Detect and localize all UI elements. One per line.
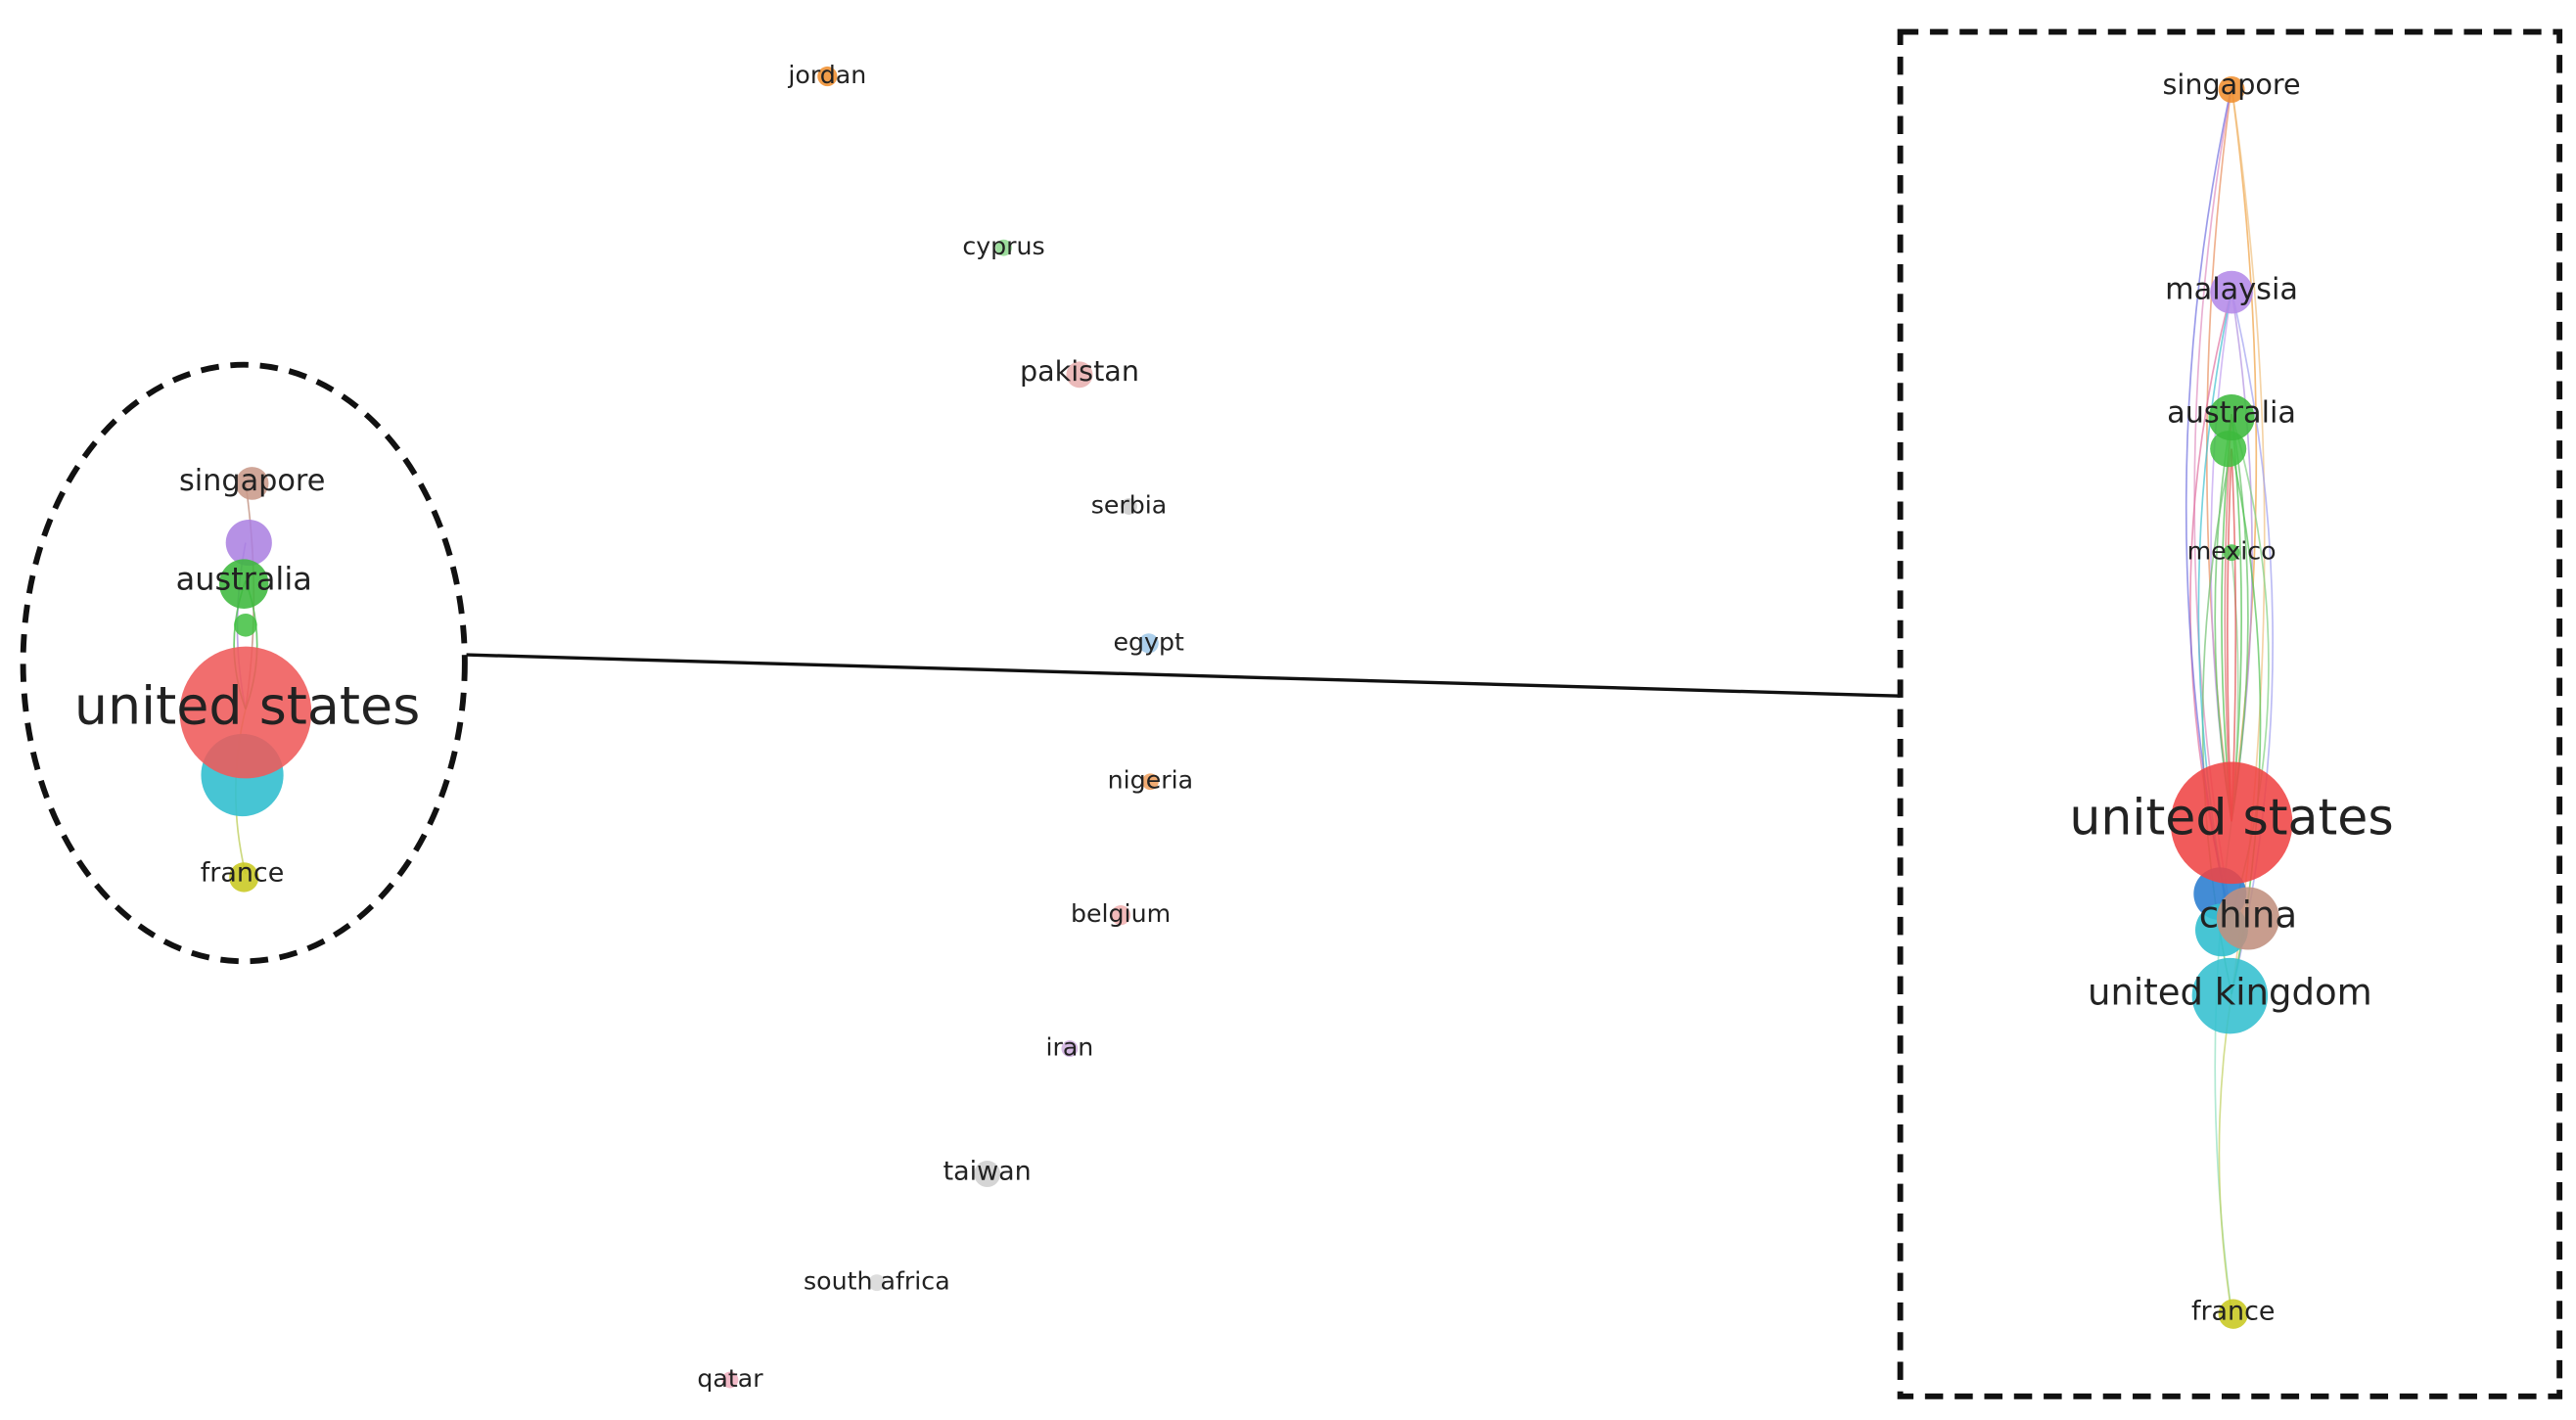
node xyxy=(1110,905,1131,926)
node xyxy=(817,66,838,87)
node xyxy=(2218,76,2245,103)
node-label: malaysia xyxy=(2165,272,2298,306)
node xyxy=(225,520,272,567)
node-label: china xyxy=(2199,893,2297,936)
node xyxy=(2223,544,2240,562)
node xyxy=(2210,270,2253,314)
node-label: france xyxy=(201,858,285,889)
edge xyxy=(2218,993,2232,1313)
node-label: taiwan xyxy=(943,1156,1032,1186)
node-label: cyprus xyxy=(962,232,1044,260)
node xyxy=(235,467,269,500)
node-label: serbia xyxy=(1091,491,1168,520)
node-label: united states xyxy=(2069,789,2393,847)
node-label: iran xyxy=(1045,1033,1093,1062)
node xyxy=(2208,394,2255,441)
node-label: nigeria xyxy=(1108,766,1193,795)
node xyxy=(1141,773,1159,791)
node-label: jordan xyxy=(787,61,866,89)
node xyxy=(995,239,1012,256)
node xyxy=(179,646,312,779)
nodes xyxy=(179,66,2293,1389)
node-label: australia xyxy=(176,560,312,597)
node-label: qatar xyxy=(697,1364,763,1393)
zoom-box xyxy=(1897,28,2563,1399)
node-label: south africa xyxy=(804,1267,950,1296)
node xyxy=(974,1161,1001,1188)
node xyxy=(218,559,269,609)
node-label: pakistan xyxy=(1020,354,1139,388)
node xyxy=(2170,761,2293,885)
node xyxy=(229,862,259,893)
node xyxy=(2191,957,2269,1034)
edges xyxy=(233,85,2274,1313)
node-label: australia xyxy=(2167,396,2296,431)
node xyxy=(2218,1299,2248,1329)
node-label: mexico xyxy=(2187,537,2277,566)
node-label: belgium xyxy=(1071,899,1171,928)
node-label: united states xyxy=(74,674,420,736)
node xyxy=(234,613,257,637)
node-label: france xyxy=(2191,1296,2276,1326)
node-label: united kingdom xyxy=(2088,971,2372,1013)
node xyxy=(1061,1040,1079,1057)
node xyxy=(721,1371,739,1389)
node xyxy=(1138,633,1159,654)
node-label: singapore xyxy=(2163,68,2301,101)
node xyxy=(1121,498,1137,515)
node-label: egypt xyxy=(1113,627,1184,656)
connector-line xyxy=(466,653,1901,698)
highlight-ellipse xyxy=(20,361,468,965)
node xyxy=(868,1274,886,1292)
node-label: singapore xyxy=(179,464,325,498)
labels: singapore australia united states france jor… xyxy=(74,61,2394,1393)
node xyxy=(2216,887,2279,950)
node xyxy=(1066,361,1093,389)
